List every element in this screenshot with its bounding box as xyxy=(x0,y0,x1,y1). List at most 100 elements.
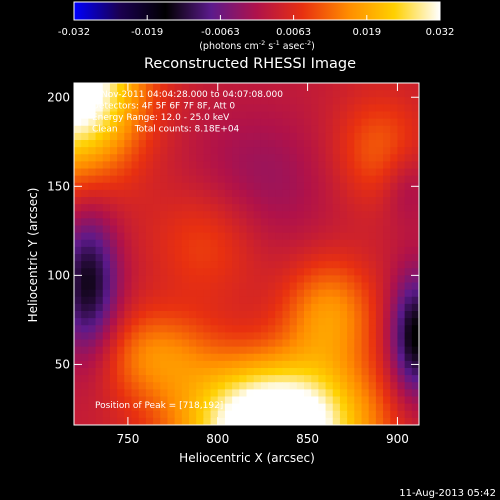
heatmap-cell xyxy=(124,140,133,148)
heatmap-cell xyxy=(411,132,419,141)
heatmap-cell xyxy=(174,197,183,205)
heatmap-cell xyxy=(311,318,319,326)
heatmap-cell xyxy=(304,182,312,191)
heatmap-cell xyxy=(390,403,399,412)
heatmap-cell xyxy=(332,275,341,284)
heatmap-cell xyxy=(153,168,161,177)
heatmap-cell xyxy=(95,353,104,362)
heatmap-cell xyxy=(390,218,399,227)
y-tick-label: 50 xyxy=(55,357,70,371)
heatmap-cell xyxy=(145,389,154,398)
heatmap-cell xyxy=(102,246,111,255)
heatmap-cell xyxy=(88,218,97,227)
heatmap-cell xyxy=(411,375,419,383)
heatmap-cell xyxy=(224,111,233,120)
heatmap-cell xyxy=(332,118,341,127)
heatmap-cell xyxy=(354,83,363,91)
heatmap-cell xyxy=(246,111,255,120)
heatmap-cell xyxy=(232,396,240,405)
heatmap-cell xyxy=(224,232,233,241)
heatmap-cell xyxy=(189,325,197,333)
heatmap-cell xyxy=(102,318,111,326)
heatmap-cell xyxy=(181,396,190,405)
heatmap-cell xyxy=(189,318,197,326)
heatmap-cell xyxy=(95,368,104,376)
heatmap-cell xyxy=(88,410,97,419)
heatmap-cell xyxy=(174,403,183,412)
heatmap-cell xyxy=(102,332,111,341)
heatmap-cell xyxy=(318,268,327,276)
heatmap-cell xyxy=(217,182,226,191)
heatmap-cell xyxy=(296,125,305,134)
heatmap-cell xyxy=(260,403,269,412)
heatmap-cell xyxy=(375,83,384,91)
heatmap-cell xyxy=(210,346,219,355)
heatmap-cell xyxy=(145,382,154,390)
heatmap-cell xyxy=(102,147,111,155)
heatmap-cell xyxy=(404,154,413,162)
heatmap-cell xyxy=(289,268,298,276)
heatmap-cell xyxy=(174,118,183,127)
heatmap-cell xyxy=(383,118,391,127)
heatmap-cell xyxy=(181,353,190,362)
heatmap-cell xyxy=(354,375,363,383)
heatmap-cell xyxy=(217,175,226,184)
heatmap-cell xyxy=(339,147,348,155)
heatmap-cell xyxy=(145,111,154,120)
heatmap-cell xyxy=(318,353,327,362)
heatmap-cell xyxy=(354,197,363,205)
heatmap-cell xyxy=(368,353,377,362)
heatmap-cell xyxy=(411,97,419,105)
heatmap-cell xyxy=(167,218,176,227)
heatmap-cell xyxy=(117,396,125,405)
heatmap-cell xyxy=(124,168,133,177)
heatmap-cell xyxy=(131,303,140,312)
heatmap-cell xyxy=(167,325,176,333)
heatmap-cell xyxy=(138,403,147,412)
heatmap-cell xyxy=(239,111,248,120)
heatmap-cell xyxy=(210,339,219,348)
heatmap-cell xyxy=(268,211,276,219)
heatmap-cell xyxy=(383,318,391,326)
heatmap-cell xyxy=(174,154,183,162)
heatmap-cell xyxy=(153,268,161,276)
heatmap-cell xyxy=(347,311,355,319)
heatmap-cell xyxy=(102,104,111,113)
heatmap-cell xyxy=(311,353,319,362)
heatmap-cell xyxy=(102,254,111,262)
heatmap-cell xyxy=(160,261,169,269)
heatmap-cell xyxy=(275,83,284,91)
heatmap-cell xyxy=(88,118,97,127)
heatmap-cell xyxy=(390,211,399,219)
heatmap-cell xyxy=(304,97,312,105)
heatmap-cell xyxy=(174,289,183,298)
heatmap-cell xyxy=(260,382,269,390)
heatmap-cell xyxy=(318,311,327,319)
heatmap-cell xyxy=(196,417,204,425)
heatmap-cell xyxy=(397,353,406,362)
heatmap-cell xyxy=(181,410,190,419)
heatmap-cell xyxy=(88,197,97,205)
heatmap-cell xyxy=(102,132,111,141)
heatmap-cell xyxy=(325,218,334,227)
heatmap-cell xyxy=(131,90,140,98)
heatmap-cell xyxy=(289,325,298,333)
heatmap-cell xyxy=(275,90,284,98)
heatmap-cell xyxy=(253,118,262,127)
heatmap-cell xyxy=(296,261,305,269)
heatmap-cell xyxy=(224,83,233,91)
heatmap-cell xyxy=(282,111,291,120)
heatmap-cell xyxy=(217,189,226,198)
heatmap-cell xyxy=(117,261,125,269)
heatmap-cell xyxy=(339,346,348,355)
heatmap-cell xyxy=(88,261,97,269)
heatmap-cell xyxy=(296,182,305,191)
heatmap-cell xyxy=(153,325,161,333)
heatmap-cell xyxy=(217,318,226,326)
heatmap-cell xyxy=(95,147,104,155)
heatmap-cell xyxy=(275,318,284,326)
heatmap-cell xyxy=(404,417,413,425)
heatmap-cell xyxy=(339,90,348,98)
heatmap-cell xyxy=(282,339,291,348)
heatmap-cell xyxy=(124,332,133,341)
